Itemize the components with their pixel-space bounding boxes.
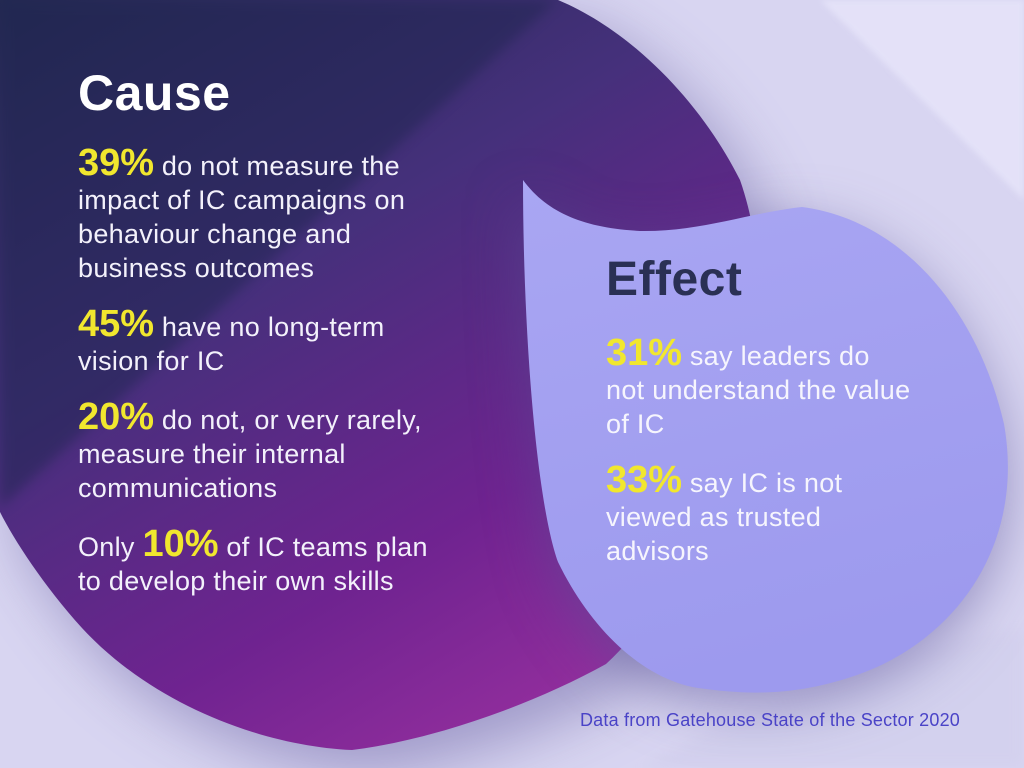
background-highlight-wedge <box>820 0 1024 200</box>
stat-value: 20% <box>78 396 155 438</box>
cause-blob-navy-overlay <box>0 0 557 508</box>
effect-stat-1: 31% say leaders do not understand the va… <box>606 334 951 441</box>
stat-value: 10% <box>142 523 219 565</box>
effect-section: Effect 31% say leaders do not understand… <box>606 256 951 590</box>
background-lowlight-swoosh <box>640 628 1024 768</box>
stat-text: have no long-term vision for IC <box>78 312 385 376</box>
stat-text: say IC is not viewed as trusted advisors <box>606 468 843 566</box>
stat-value: 45% <box>78 303 155 345</box>
effect-stat-2: 33% say IC is not viewed as trusted advi… <box>606 461 951 568</box>
cause-stat-3: 20% do not, or very rarely, measure thei… <box>78 398 518 505</box>
stat-text: say leaders do not understand the value … <box>606 341 911 439</box>
stat-value: 33% <box>606 459 683 501</box>
cause-title: Cause <box>78 65 231 121</box>
stat-text: do not, or very rarely, measure their in… <box>78 405 422 503</box>
cause-stat-2: 45% have no long-term vision for IC <box>78 305 518 378</box>
effect-title: Effect <box>606 253 743 306</box>
effect-bubble <box>523 180 1008 693</box>
stat-prefix: Only <box>78 532 143 562</box>
stat-value: 31% <box>606 332 683 374</box>
stat-text: do not measure the impact of IC campaign… <box>78 151 406 283</box>
cause-section: Cause 39% do not measure the impact of I… <box>78 68 518 620</box>
stat-text: of IC teams plan to develop their own sk… <box>78 532 428 596</box>
attribution-text: Data from Gatehouse State of the Sector … <box>579 710 960 730</box>
cause-stat-1: 39% do not measure the impact of IC camp… <box>78 144 518 285</box>
cause-stat-4: Only 10% of IC teams plan to develop the… <box>78 525 518 598</box>
stat-value: 39% <box>78 142 155 184</box>
